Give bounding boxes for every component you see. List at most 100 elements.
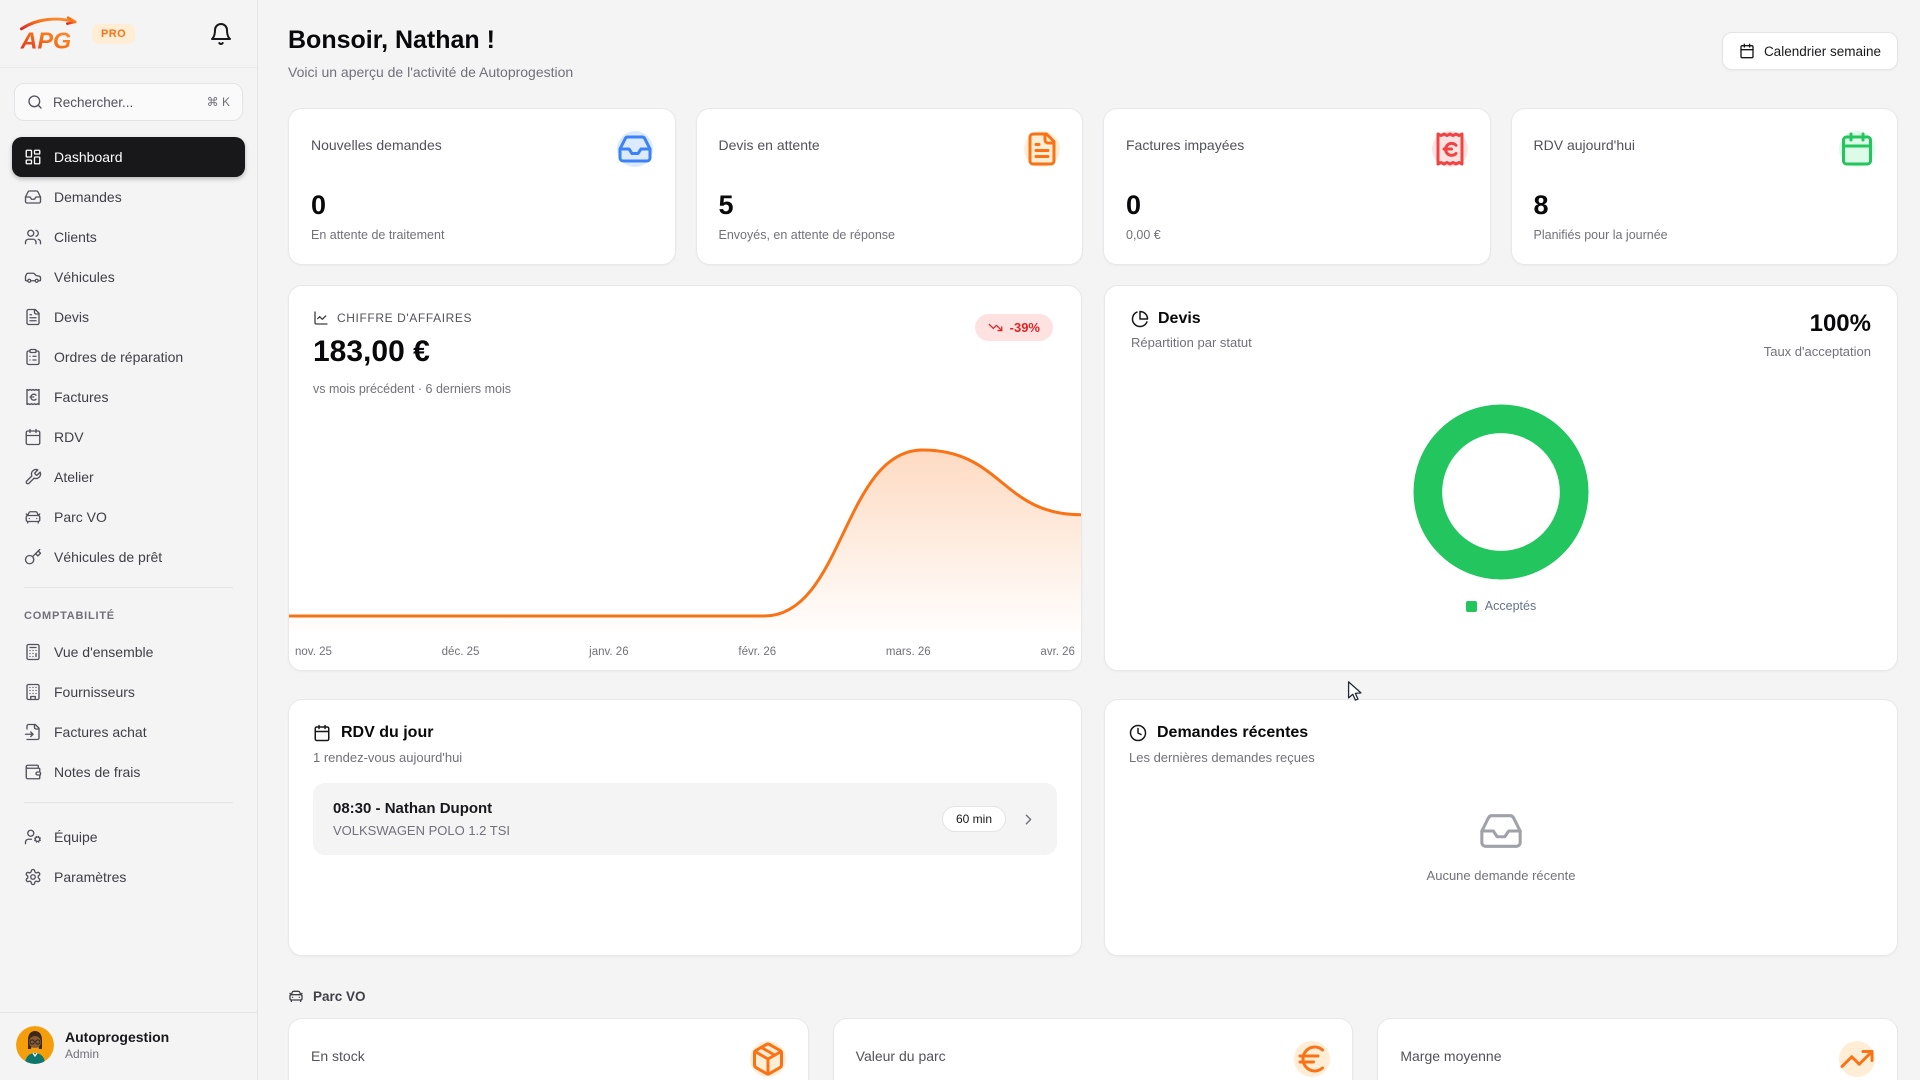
sidebar-item-devis[interactable]: Devis [12,297,245,337]
chart-x-label: févr. 26 [738,646,777,658]
sidebar-item-label: Clients [54,229,97,245]
acceptance-rate-label: Taux d'acceptation [1763,344,1871,359]
parc-card-valeur-du-parc: Valeur du parc [832,1018,1354,1080]
inbox-icon [1478,808,1524,854]
key-icon [24,548,42,566]
stat-value: 5 [718,190,734,220]
file-text-icon [1024,131,1060,167]
chart-x-label: janv. 26 [589,646,629,658]
notifications-bell-icon[interactable] [209,22,233,46]
sidebar-item-demandes[interactable]: Demandes [12,177,245,217]
sidebar-item-atelier[interactable]: Atelier [12,457,245,497]
sidebar-item-label: Véhicules de prêt [54,549,163,565]
clock-icon [1129,724,1147,742]
receipt-icon [24,388,42,406]
stat-card-factures-impayees: Factures impayées 0 0,00 € [1103,108,1491,265]
clipboard-list-icon [24,348,42,366]
sidebar-item-equipe[interactable]: Équipe [12,817,245,857]
stats-row: Nouvelles demandes 0 En attente de trait… [288,108,1898,265]
pro-badge: PRO [92,23,136,44]
sidebar-header: APG PRO [0,0,257,68]
parc-card-marge-moyenne: Marge moyenne [1377,1018,1898,1080]
sidebar-item-label: Équipe [54,829,98,845]
sidebar-item-dashboard[interactable]: Dashboard [12,137,245,177]
wrench-icon [24,468,42,486]
sidebar-item-label: Demandes [54,189,122,205]
sidebar-item-factures[interactable]: Factures [12,377,245,417]
sidebar-item-label: Notes de frais [54,764,141,780]
rdv-card-title: RDV du jour [341,724,434,741]
page-header: Bonsoir, Nathan ! Voici un aperçu de l'a… [288,26,1898,80]
chart-x-label: déc. 25 [441,646,480,658]
sidebar-item-label: Factures achat [54,724,147,740]
chart-x-axis: nov. 25 déc. 25 janv. 26 févr. 26 mars. 26 av… [295,646,1075,658]
calendar-icon [313,724,331,742]
sidebar-item-label: Parc VO [54,509,107,525]
divider [24,802,233,803]
legend-label: Acceptés [1484,599,1537,613]
sidebar-item-vue-densemble[interactable]: Vue d'ensemble [12,632,245,672]
sidebar-section-comptabilite: COMPTABILITÉ [24,610,115,622]
devis-title: Devis [1158,310,1201,327]
sidebar-item-label: Paramètres [54,869,127,885]
revenue-caption: vs mois précédent · 6 derniers mois [313,382,511,396]
stat-caption: Envoyés, en attente de réponse [718,228,896,242]
sidebar-item-notes-de-frais[interactable]: Notes de frais [12,752,245,792]
charts-row: CHIFFRE D'AFFAIRES 183,00 € vs mois préc… [288,285,1898,671]
stat-caption: 0,00 € [1126,228,1161,242]
stat-title: Factures impayées [1126,137,1245,153]
sidebar-item-label: Fournisseurs [54,684,135,700]
trending-up-icon [1839,1041,1875,1077]
sidebar-nav-accounting: Vue d'ensemble Fournisseurs Factures ach… [0,628,257,792]
building-icon [24,683,42,701]
sidebar-item-factures-achat[interactable]: Factures achat [12,712,245,752]
sidebar-item-vehicules[interactable]: Véhicules [12,257,245,297]
apg-logo-icon: APG [20,15,77,53]
donut-legend: Acceptés [1465,599,1537,613]
parc-card-title: En stock [311,1048,365,1064]
chart-line-icon [313,310,329,326]
inbox-icon [616,131,653,167]
appointment-time-client: 08:30 - Nathan Dupont [333,800,493,817]
sidebar-item-label: Véhicules [54,269,115,285]
car-front-icon [288,988,304,1004]
chevron-right-icon[interactable] [1020,811,1037,828]
avatar [16,1026,54,1064]
search-icon [27,94,43,110]
stat-title: Devis en attente [718,137,820,153]
stat-card-rdv-aujourdhui: RDV aujourd'hui 8 Planifiés pour la jour… [1510,108,1898,265]
appointment-vehicle: VOLKSWAGEN POLO 1.2 TSI [333,823,511,838]
stat-value: 0 [1126,190,1142,220]
sidebar-item-rdv[interactable]: RDV [12,417,245,457]
dashboard-icon [24,148,42,166]
file-text-icon [24,308,42,326]
user-menu[interactable]: Autoprogestion Admin [0,1012,257,1080]
user-role: Admin [65,1047,100,1061]
gear-icon [24,868,42,886]
appointment-row[interactable]: 08:30 - Nathan Dupont VOLKSWAGEN POLO 1.… [313,783,1057,855]
calendar-week-button[interactable]: Calendrier semaine [1721,32,1898,70]
search-input[interactable]: Rechercher... ⌘ K [14,83,243,121]
sidebar-item-clients[interactable]: Clients [12,217,245,257]
sidebar-item-ordres-de-reparation[interactable]: Ordres de réparation [12,337,245,377]
parc-card-en-stock: En stock [288,1018,809,1080]
inbox-icon [24,188,42,206]
stat-caption: En attente de traitement [311,228,445,242]
sidebar-item-fournisseurs[interactable]: Fournisseurs [12,672,245,712]
sidebar-item-parametres[interactable]: Paramètres [12,857,245,897]
empty-state: Aucune demande récente [1129,765,1873,931]
calendar-icon [24,428,42,446]
revenue-delta: -39% [1009,320,1040,335]
sidebar-item-label: RDV [54,429,84,445]
pie-chart-icon [1131,310,1149,328]
sidebar-item-vehicules-de-pret[interactable]: Véhicules de prêt [12,537,245,577]
stat-caption: Planifiés pour la journée [1533,228,1668,242]
legend-swatch [1465,600,1477,612]
sidebar-item-parc-vo[interactable]: Parc VO [12,497,245,537]
empty-state-text: Aucune demande récente [1426,867,1576,883]
parc-vo-section: Parc VO En stock Valeur du parc Marge mo… [288,988,1898,1080]
stat-card-nouvelles-demandes: Nouvelles demandes 0 En attente de trait… [288,108,676,265]
sidebar-nav: Dashboard Demandes Clients Véhicules Dev… [0,133,257,577]
revenue-delta-badge: -39% [974,314,1053,341]
calculator-icon [24,643,42,661]
